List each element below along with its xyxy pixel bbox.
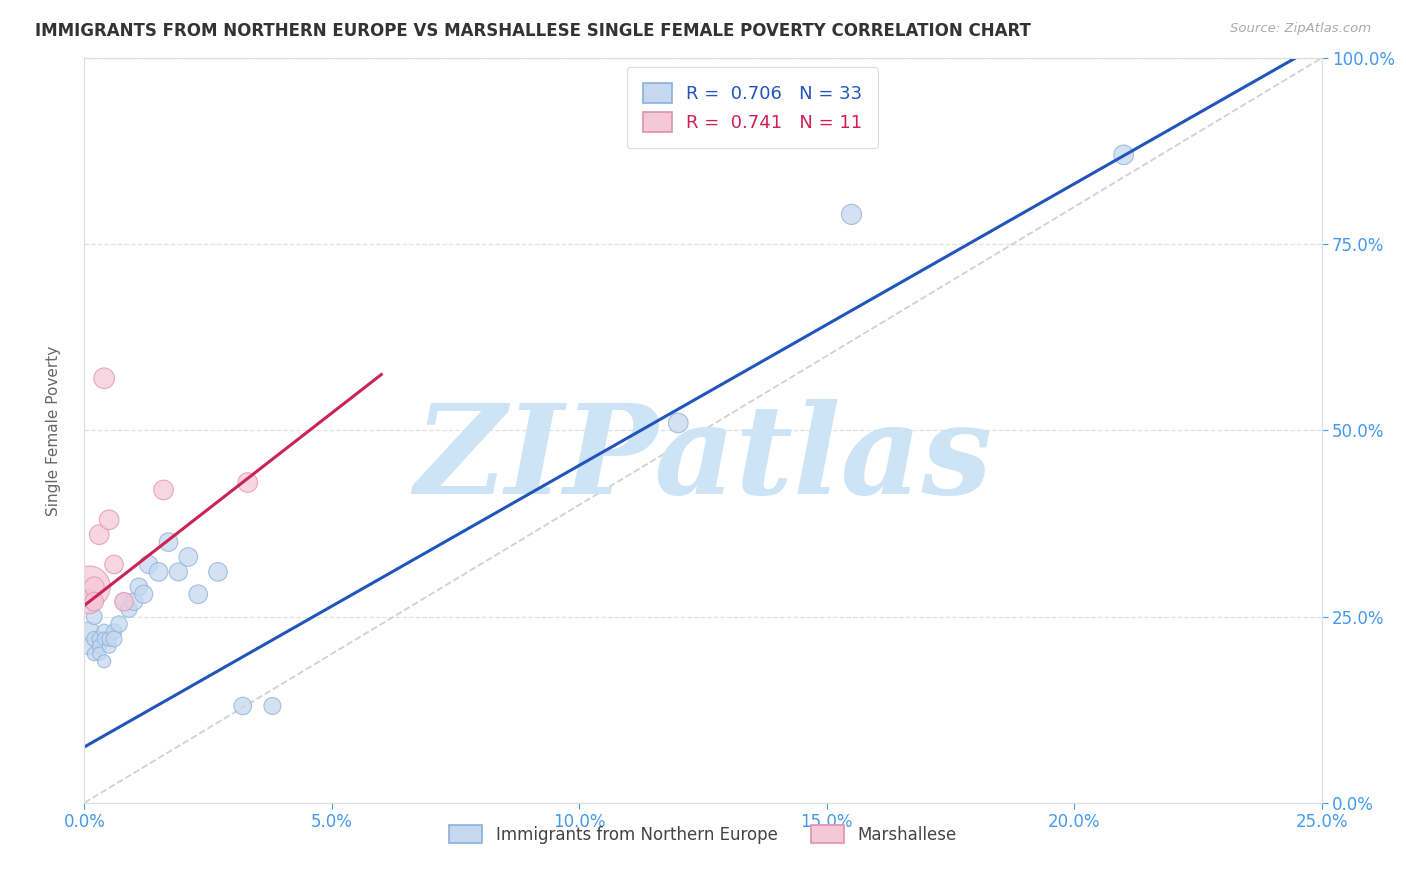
Point <box>98 632 121 646</box>
Point <box>79 640 101 654</box>
Point <box>89 527 111 541</box>
Legend: Immigrants from Northern Europe, Marshallese: Immigrants from Northern Europe, Marshal… <box>443 818 963 850</box>
Point <box>83 609 105 624</box>
Point <box>138 558 160 572</box>
Point <box>89 632 111 646</box>
Point <box>83 632 105 646</box>
Point <box>232 698 254 713</box>
Point <box>89 647 111 661</box>
Point <box>128 580 150 594</box>
Point <box>89 640 111 654</box>
Point <box>236 475 259 490</box>
Point <box>93 624 115 639</box>
Point <box>112 595 135 609</box>
Point <box>841 207 863 221</box>
Point <box>187 587 209 601</box>
Point <box>108 617 131 632</box>
Text: IMMIGRANTS FROM NORTHERN EUROPE VS MARSHALLESE SINGLE FEMALE POVERTY CORRELATION: IMMIGRANTS FROM NORTHERN EUROPE VS MARSH… <box>35 22 1031 40</box>
Point <box>262 698 284 713</box>
Point <box>103 632 125 646</box>
Point <box>79 595 101 609</box>
Point <box>1112 148 1135 162</box>
Point <box>83 595 105 609</box>
Point <box>103 558 125 572</box>
Point <box>83 647 105 661</box>
Point <box>666 416 689 430</box>
Point <box>93 371 115 385</box>
Point <box>79 624 101 639</box>
Point <box>98 640 121 654</box>
Point <box>93 632 115 646</box>
Text: ZIPatlas: ZIPatlas <box>413 400 993 521</box>
Text: Source: ZipAtlas.com: Source: ZipAtlas.com <box>1230 22 1371 36</box>
Point <box>122 595 145 609</box>
Point <box>177 549 200 564</box>
Point <box>79 580 101 594</box>
Point <box>93 654 115 668</box>
Point <box>132 587 155 601</box>
Point <box>112 595 135 609</box>
Point <box>207 565 229 579</box>
Point <box>98 513 121 527</box>
Point <box>148 565 170 579</box>
Point <box>103 624 125 639</box>
Point <box>83 580 105 594</box>
Point <box>157 535 180 549</box>
Point <box>167 565 190 579</box>
Point <box>118 602 141 616</box>
Point <box>152 483 174 497</box>
Y-axis label: Single Female Poverty: Single Female Poverty <box>46 345 60 516</box>
